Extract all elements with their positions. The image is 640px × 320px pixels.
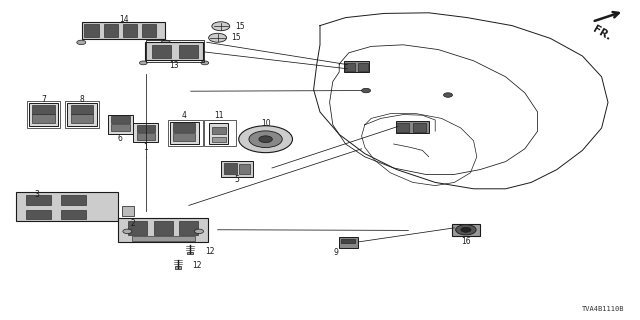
Text: FR.: FR.	[591, 24, 613, 42]
Text: 11: 11	[214, 111, 223, 120]
Bar	[65, 101, 99, 128]
Bar	[33, 105, 54, 114]
Circle shape	[77, 40, 86, 44]
Circle shape	[239, 126, 292, 153]
Circle shape	[140, 61, 147, 65]
Bar	[16, 192, 118, 221]
Bar	[341, 239, 355, 243]
Bar	[396, 123, 409, 132]
Bar	[344, 61, 369, 72]
Bar	[33, 114, 54, 123]
Bar	[111, 124, 130, 131]
Text: 2: 2	[130, 220, 135, 228]
Circle shape	[212, 22, 230, 31]
Circle shape	[161, 40, 170, 44]
Bar	[204, 120, 236, 146]
Bar	[358, 63, 368, 70]
Bar	[154, 221, 173, 236]
Bar	[26, 210, 51, 219]
Text: 1: 1	[143, 143, 148, 152]
Bar	[108, 115, 133, 134]
Text: 15: 15	[235, 22, 244, 31]
Bar	[173, 124, 195, 132]
Text: 6: 6	[118, 134, 123, 143]
Bar	[123, 24, 137, 37]
Bar	[173, 132, 195, 141]
Bar	[209, 123, 228, 144]
Circle shape	[201, 61, 209, 65]
Bar	[345, 63, 355, 70]
Bar	[187, 252, 193, 254]
Bar	[29, 103, 58, 126]
Circle shape	[209, 33, 227, 42]
Bar	[122, 206, 134, 216]
Bar	[239, 164, 250, 173]
Circle shape	[249, 131, 282, 148]
Bar	[133, 123, 159, 142]
Bar	[104, 24, 118, 37]
Bar	[179, 221, 198, 236]
Circle shape	[456, 225, 476, 235]
Bar	[339, 237, 358, 248]
Bar	[61, 210, 86, 219]
Bar	[142, 24, 156, 37]
Text: 16: 16	[461, 237, 471, 246]
Text: 12: 12	[192, 261, 202, 270]
Circle shape	[362, 88, 371, 93]
Bar	[413, 123, 426, 132]
Text: 12: 12	[205, 247, 214, 256]
Text: 9: 9	[333, 248, 338, 257]
Bar	[67, 103, 97, 126]
Bar	[452, 224, 480, 236]
Bar	[224, 164, 237, 174]
Bar	[175, 266, 181, 269]
Circle shape	[444, 93, 452, 97]
Text: 14: 14	[118, 15, 129, 24]
Text: TVA4B1110B: TVA4B1110B	[582, 306, 624, 312]
Bar	[132, 236, 195, 241]
Bar	[118, 218, 208, 242]
Text: 15: 15	[232, 33, 241, 42]
Text: 5: 5	[234, 175, 239, 184]
Bar	[61, 195, 86, 205]
Bar	[26, 195, 51, 205]
Bar	[212, 137, 226, 142]
Circle shape	[123, 229, 132, 234]
Text: 10: 10	[260, 119, 271, 128]
Bar	[145, 42, 203, 60]
Bar	[146, 40, 204, 62]
Circle shape	[259, 136, 273, 143]
Text: 7: 7	[41, 95, 46, 104]
Bar	[170, 122, 199, 144]
Text: 3: 3	[35, 190, 40, 199]
Bar	[396, 121, 429, 133]
Circle shape	[195, 229, 204, 234]
Text: 13: 13	[169, 61, 179, 70]
Bar	[168, 120, 203, 146]
Bar	[82, 22, 165, 39]
Bar	[212, 127, 226, 134]
Bar	[27, 101, 60, 128]
Bar	[71, 114, 93, 123]
Circle shape	[461, 227, 471, 232]
Bar	[84, 24, 99, 37]
Bar	[128, 221, 147, 236]
Bar	[221, 161, 253, 177]
Bar	[111, 116, 130, 124]
Text: 8: 8	[79, 95, 84, 104]
Bar	[136, 132, 156, 140]
Bar	[71, 105, 93, 114]
Text: 4: 4	[182, 111, 187, 120]
Bar	[136, 125, 156, 132]
Bar	[179, 45, 198, 58]
Bar	[152, 45, 171, 58]
